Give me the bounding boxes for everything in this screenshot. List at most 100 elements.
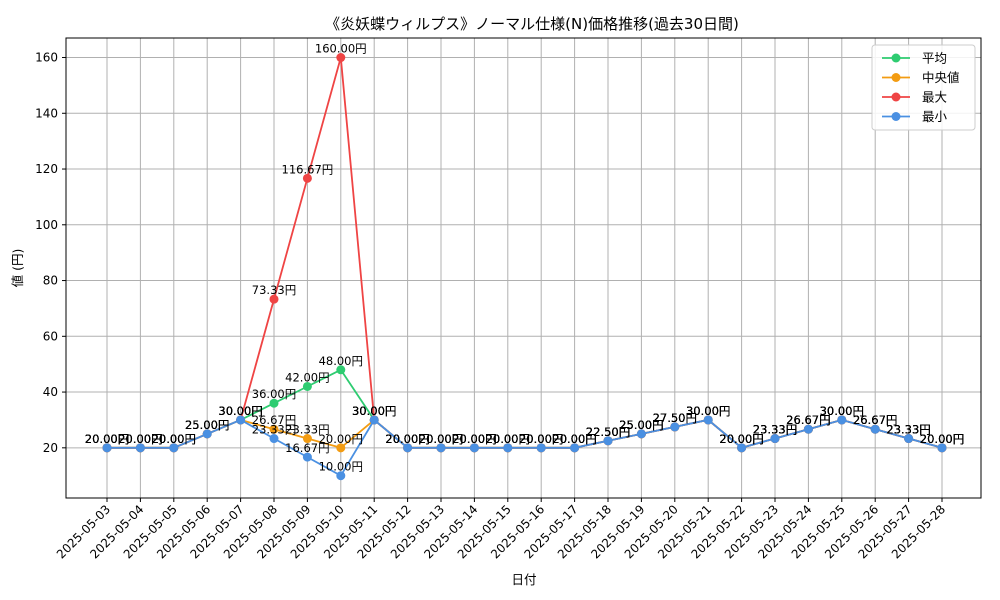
data-label: 22.50円	[586, 425, 630, 439]
data-label: 25.00円	[185, 418, 229, 432]
data-label: 30.00円	[686, 404, 730, 418]
data-label: 10.00円	[319, 460, 363, 474]
series-line	[107, 57, 943, 449]
data-label: 30.00円	[352, 404, 396, 418]
data-label: 116.67円	[282, 162, 334, 176]
data-label: 160.00円	[315, 42, 367, 56]
data-label: 20.00円	[118, 432, 162, 446]
data-label: 20.00円	[419, 432, 463, 446]
data-label: 25.00円	[185, 418, 229, 432]
data-label: 20.00円	[452, 432, 496, 446]
data-label: 30.00円	[218, 404, 262, 418]
data-point	[703, 415, 713, 425]
legend-label: 中央値	[922, 70, 960, 85]
data-label: 23.33円	[753, 423, 797, 437]
legend-label: 最小	[922, 109, 948, 124]
data-label: 30.00円	[352, 404, 396, 418]
data-label: 27.50円	[653, 411, 697, 425]
data-point	[302, 434, 312, 444]
data-label: 23.33円	[886, 423, 930, 437]
data-label: 20.00円	[719, 432, 763, 446]
y-axis-ticks: 20 40 60 80 100 120 140 160	[35, 51, 66, 455]
plot-frame	[65, 37, 982, 499]
data-point	[737, 443, 747, 453]
data-point	[269, 434, 279, 444]
series-line	[107, 418, 943, 477]
data-point	[670, 422, 680, 432]
data-point	[202, 429, 212, 439]
data-label: 20.00円	[85, 432, 129, 446]
data-point	[369, 415, 379, 425]
y-tick-label: 60	[43, 329, 58, 343]
data-point	[135, 443, 145, 453]
data-label: 20.00円	[552, 432, 596, 446]
data-label: 20.00円	[552, 432, 596, 446]
y-tick-label: 120	[35, 162, 58, 176]
data-point	[336, 53, 346, 63]
legend-marker	[891, 73, 901, 82]
data-point	[904, 434, 914, 444]
data-label: 26.67円	[853, 413, 897, 427]
data-label: 25.00円	[185, 418, 229, 432]
data-label: 30.00円	[820, 404, 864, 418]
x-axis-label: 日付	[511, 572, 536, 587]
data-label: 23.33円	[886, 423, 930, 437]
data-label: 20.00円	[486, 432, 530, 446]
y-tick-label: 100	[35, 218, 58, 232]
chart-title: 《炎妖蝶ウィルプス》ノーマル仕様(N)価格推移(過去30日間)	[325, 15, 739, 33]
data-point	[102, 443, 112, 453]
data-point	[603, 436, 613, 446]
data-label: 20.00円	[486, 432, 530, 446]
data-label: 20.00円	[385, 432, 429, 446]
data-label: 23.33円	[886, 423, 930, 437]
data-point	[336, 443, 346, 453]
data-label: 30.00円	[686, 404, 730, 418]
data-label: 25.00円	[619, 418, 663, 432]
data-label: 20.00円	[719, 432, 763, 446]
data-label: 73.33円	[252, 283, 296, 297]
data-label: 26.67円	[786, 413, 830, 427]
data-label: 25.00円	[185, 418, 229, 432]
y-tick-label: 80	[43, 274, 58, 288]
data-label: 30.00円	[218, 404, 262, 418]
data-label: 20.00円	[85, 432, 129, 446]
data-label: 23.33円	[753, 423, 797, 437]
data-label: 20.00円	[85, 432, 129, 446]
data-label: 20.00円	[552, 432, 596, 446]
data-label: 20.00円	[85, 432, 129, 446]
data-label: 26.67円	[853, 413, 897, 427]
data-point	[236, 415, 246, 425]
data-label: 20.00円	[452, 432, 496, 446]
data-label: 23.33円	[886, 423, 930, 437]
legend-marker	[891, 53, 901, 63]
data-point	[269, 398, 279, 408]
grid-lines	[66, 38, 981, 498]
data-point	[570, 443, 580, 453]
legend-label: 最大	[922, 90, 947, 105]
data-label: 30.00円	[820, 404, 864, 418]
y-tick-label: 140	[35, 106, 58, 120]
data-point	[870, 424, 880, 434]
y-axis-label: 値 (円)	[10, 249, 25, 288]
data-label: 27.50円	[653, 411, 697, 425]
data-point	[302, 381, 312, 391]
data-label: 27.50円	[653, 411, 697, 425]
data-label: 20.00円	[152, 432, 196, 446]
data-point	[403, 443, 413, 453]
data-label: 20.00円	[118, 432, 162, 446]
data-label: 30.00円	[352, 404, 396, 418]
data-label: 20.00円	[552, 432, 596, 446]
data-label: 25.00円	[619, 418, 663, 432]
data-label: 20.00円	[486, 432, 530, 446]
legend-marker	[891, 112, 901, 121]
data-label: 20.00円	[419, 432, 463, 446]
data-label: 20.00円	[719, 432, 763, 446]
data-label: 20.00円	[385, 432, 429, 446]
data-label: 20.00円	[118, 432, 162, 446]
data-point	[636, 429, 646, 439]
series-group	[102, 53, 947, 481]
data-label: 20.00円	[452, 432, 496, 446]
data-point	[302, 452, 312, 462]
